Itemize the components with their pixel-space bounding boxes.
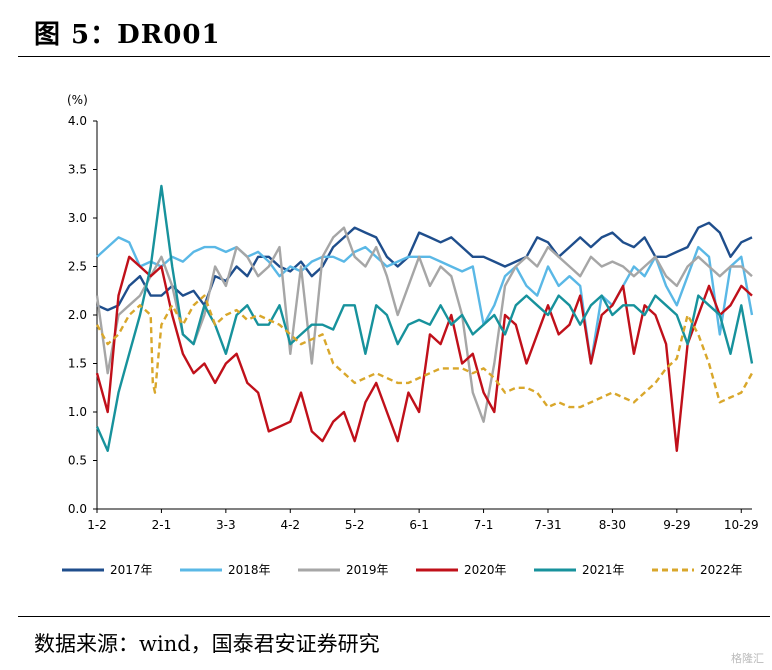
legend-label: 2021年 <box>582 563 625 577</box>
series-line-5 <box>95 184 754 452</box>
x-tick-label: 5-2 <box>345 518 365 532</box>
y-tick-label: 0.5 <box>68 454 87 468</box>
y-tick-label: 3.5 <box>68 163 87 177</box>
y-tick-label: 2.0 <box>68 308 87 322</box>
figure-title: 图 5：DR001 <box>34 20 221 50</box>
unit-label: (%) <box>67 93 88 107</box>
x-tick-label: 10-29 <box>724 518 759 532</box>
x-tick-label: 2-1 <box>152 518 172 532</box>
y-tick-label: 2.5 <box>68 260 87 274</box>
x-tick-label: 1-2 <box>87 518 107 532</box>
x-tick-label: 6-1 <box>409 518 429 532</box>
source-divider <box>18 616 770 617</box>
series-line-2 <box>96 236 754 365</box>
y-tick-label: 3.0 <box>68 211 87 225</box>
title-divider <box>18 56 770 57</box>
legend-label: 2019年 <box>346 563 389 577</box>
series-line-4 <box>95 255 753 452</box>
x-tick-label: 9-29 <box>663 518 690 532</box>
line-chart: (%) 0.0 0.5 1.0 1.5 2.0 2.5 3.0 3.5 4.0 1-2 2-1 3-3 4… <box>62 93 759 577</box>
watermark-text: 格隆汇 <box>731 652 764 665</box>
legend-label: 2017年 <box>110 563 153 577</box>
legend-label: 2022年 <box>700 563 743 577</box>
x-tick-label: 7-1 <box>474 518 494 532</box>
y-tick-label: 0.0 <box>68 502 87 516</box>
x-tick-label: 8-30 <box>599 518 626 532</box>
chart-legend: 2017年 2018年 2019年 2020年 2021年 2022年 <box>62 563 743 577</box>
y-tick-label: 4.0 <box>68 114 87 128</box>
legend-label: 2020年 <box>464 563 507 577</box>
x-tick-label: 3-3 <box>216 518 236 532</box>
y-tick-label: 1.5 <box>68 357 87 371</box>
y-tick-label: 1.0 <box>68 405 87 419</box>
chart-axes: (%) 0.0 0.5 1.0 1.5 2.0 2.5 3.0 3.5 4.0 1-2 2-1 3-3 4… <box>67 93 759 532</box>
x-tick-label: 4-2 <box>280 518 300 532</box>
source-note: 数据来源：wind，国泰君安证券研究 <box>34 632 380 656</box>
series-layer <box>95 184 754 452</box>
legend-label: 2018年 <box>228 563 271 577</box>
x-tick-label: 7-31 <box>534 518 561 532</box>
